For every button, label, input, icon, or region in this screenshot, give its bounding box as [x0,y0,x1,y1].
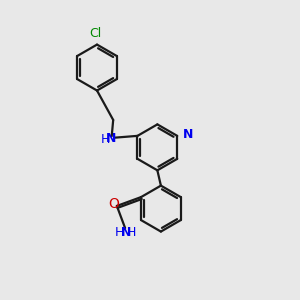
Text: O: O [108,196,119,211]
Text: H: H [100,133,110,146]
Text: N: N [183,128,193,141]
Text: N: N [106,132,116,145]
Text: Cl: Cl [89,27,102,40]
Text: N: N [121,226,131,239]
Text: H: H [127,226,136,239]
Text: H: H [115,226,124,239]
